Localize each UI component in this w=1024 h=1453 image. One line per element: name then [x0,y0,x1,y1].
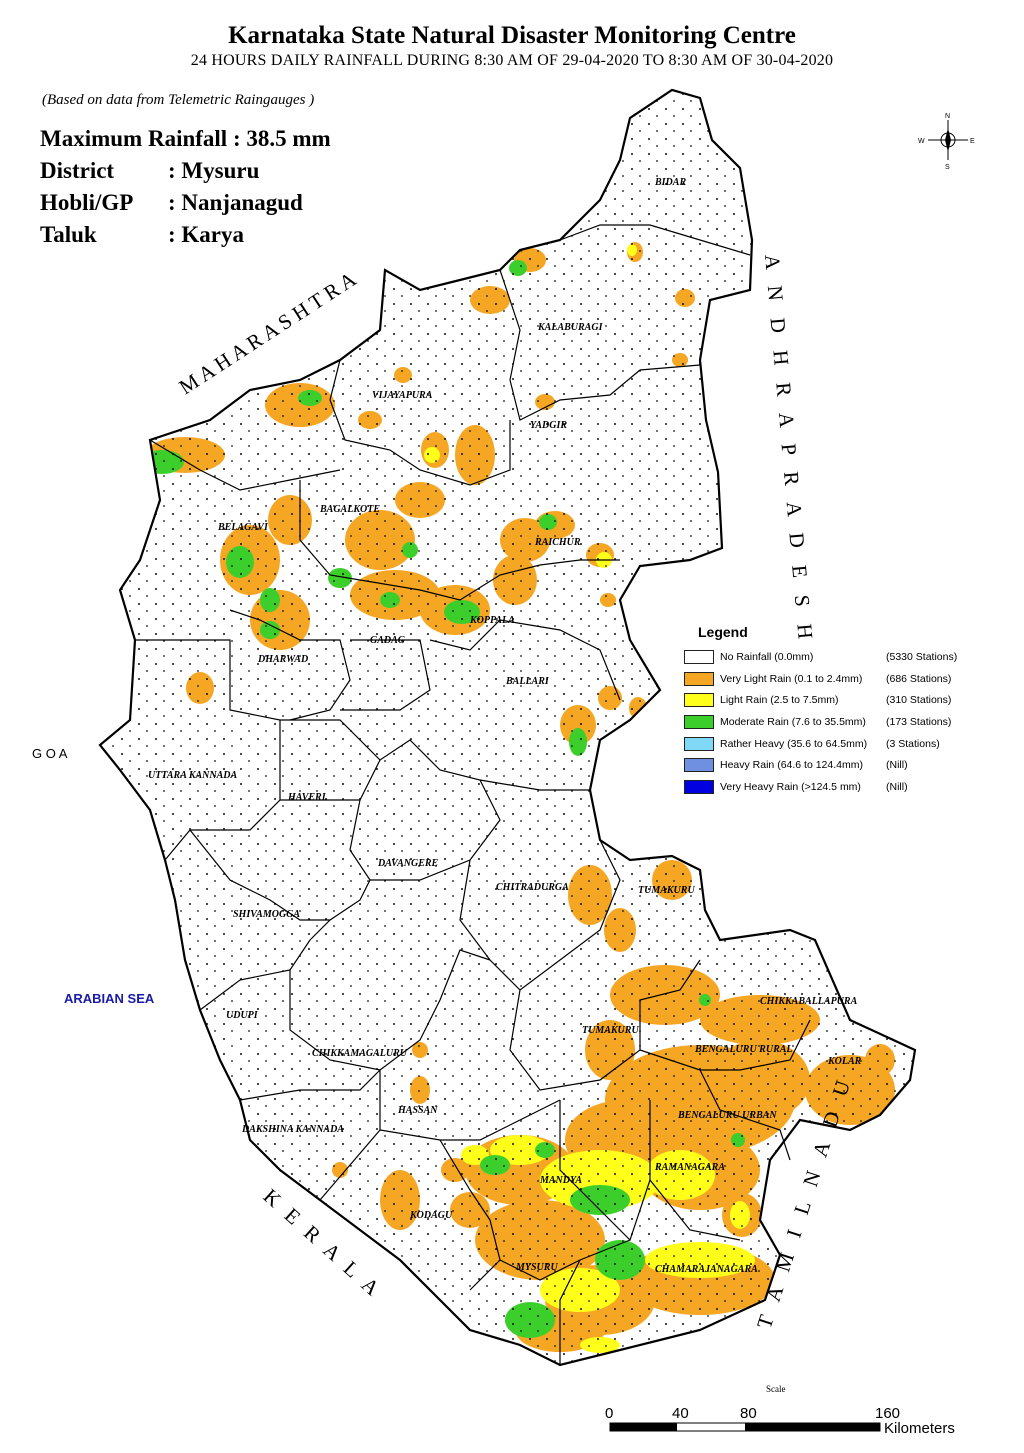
district-label: BAGALKOTE [319,504,380,515]
hobli-value: : Nanjanagud [168,190,303,215]
district-label: CHIKKAMAGALURU [312,1048,408,1059]
scale-graphic: Scale 0 40 80 160 Kilometers [605,1384,955,1437]
district-label: KALABURAGI [537,322,604,333]
taluk-value: : Karya [168,222,245,247]
legend-count: (310 Stations) [886,694,952,707]
district-label: MYSURU [515,1262,558,1273]
legend-swatch [684,714,714,729]
district-key: District [40,158,115,183]
legend-label: No Rainfall (0.0mm) [720,650,814,663]
district-label: CHITRADURGA [496,882,569,893]
district-label: BELAGAVI [217,522,269,533]
district-label: DAKSHINA KANNADA [241,1124,344,1135]
taluk-row: Taluk : Karya [40,222,244,248]
scale-unit: Kilometers [884,1420,955,1437]
scale-tick-label: 160 [875,1405,900,1422]
district-label: KODAGU [409,1210,453,1221]
compass-e: E [970,138,975,145]
district-label: GADAG [370,635,406,646]
legend-item: Rather Heavy (35.6 to 64.5mm) (3 Stations… [684,733,1004,755]
taluk-key: Taluk [40,222,97,247]
district-label: BALLARI [505,676,550,687]
legend-swatch [684,671,714,686]
district-label: DAVANGERE [377,858,439,869]
legend-swatch [684,693,714,708]
district-label: HASSAN [397,1105,438,1116]
district-label: TUMAKURU [638,885,695,896]
legend-item: Light Rain (2.5 to 7.5mm) (310 Stations) [684,689,1004,711]
district-label: MANDYA [539,1175,582,1186]
district-label: VIJAYAPURA [372,390,433,401]
district-label: SHIVAMOGGA [233,909,300,920]
legend-label: Heavy Rain (64.6 to 124.4mm) [720,759,863,772]
district-label: HAVERI [287,792,327,803]
district-label: BIDAR [654,177,686,188]
map-subtitle: 24 HOURS DAILY RAINFALL DURING 8:30 AM O… [190,52,834,69]
legend-item: Very Heavy Rain (>124.5 mm) (Nill) [684,776,1004,798]
scale-tick-label: 40 [672,1405,689,1422]
scale-title: Scale [766,1384,786,1394]
scale-seg-1 [610,1423,677,1431]
goa-label: G O A [32,746,68,761]
legend-label: Moderate Rain (7.6 to 35.5mm) [720,715,866,728]
legend-item: Very Light Rain (0.1 to 2.4mm) (686 Stati… [684,668,1004,690]
district-label: KOLAR [827,1056,862,1067]
legend-count: (Nill) [886,759,908,772]
legend-count: (5330 Stations) [886,650,958,663]
legend-count: (173 Stations) [886,715,952,728]
north-arrow-icon: N S E W [918,113,975,170]
legend-swatch [684,758,714,773]
legend-swatch [684,779,714,794]
scale-seg-3 [745,1423,880,1431]
data-source-note: (Based on data from Telemetric Raingauge… [42,92,315,108]
legend-swatch [684,736,714,751]
district-value: : Mysuru [168,158,260,183]
legend-swatch [684,649,714,664]
compass-s: S [945,164,950,170]
district-label: RAICHUR [534,537,581,548]
district-label: CHAMARAJANAGARA [655,1264,758,1275]
compass-n: N [945,113,950,120]
scale-ticks: 0 40 80 160 [605,1405,900,1422]
district-label: BENGALURU URBAN [677,1110,777,1121]
district-label: CHIKKABALLAPURA [760,996,858,1007]
district-label: KOPPALA [469,615,515,626]
arabian-sea-label: ARABIAN SEA [64,991,155,1006]
legend-item: Moderate Rain (7.6 to 35.5mm) (173 Statio… [684,711,1004,733]
legend-title: Legend [698,624,748,640]
district-label: DHARWAD [257,654,308,665]
legend-item: No Rainfall (0.0mm) (5330 Stations) [684,646,1004,668]
max-rainfall-text: Maximum Rainfall : 38.5 mm [40,126,331,151]
legend-count: (686 Stations) [886,672,952,685]
scale-tick-label: 80 [740,1405,757,1422]
scale-bar: Scale 0 40 80 160 Kilometers [600,1378,1000,1453]
district-label: RAMANAGARA [654,1162,725,1173]
district-label: YADGIR [530,420,567,431]
hobli-row: Hobli/GP : Nanjanagud [40,190,303,216]
district-label: UDUPI [226,1010,259,1021]
district-row: District : Mysuru [40,158,259,184]
district-label: UTTARA KANNADA [148,770,238,781]
legend-count: (3 Stations) [886,737,940,750]
district-label: TUMAKURU [582,1025,639,1036]
legend-label: Rather Heavy (35.6 to 64.5mm) [720,737,868,750]
compass-w: W [918,138,925,145]
legend-label: Very Light Rain (0.1 to 2.4mm) [720,672,863,685]
andhra-pradesh-label: A N D H R A P R A D E S H [760,253,818,646]
legend: Legend No Rainfall (0.0mm) (5330 Stations… [684,624,1004,798]
legend-rows: No Rainfall (0.0mm) (5330 Stations) Very L… [684,646,1004,798]
legend-label: Very Heavy Rain (>124.5 mm) [720,780,861,793]
legend-item: Heavy Rain (64.6 to 124.4mm) (Nill) [684,754,1004,776]
map-title: Karnataka State Natural Disaster Monitor… [228,22,796,49]
district-borders [135,224,811,1365]
district-labels: BIDAR KALABURAGI VIJAYAPURA YADGIR BELAGAVI B… [148,177,862,1275]
legend-count: (Nill) [886,780,908,793]
scale-tick-label: 0 [605,1405,613,1422]
hobli-key: Hobli/GP [40,190,134,215]
legend-label: Light Rain (2.5 to 7.5mm) [720,694,839,707]
district-label: BENGALURU RURAL [694,1044,793,1055]
